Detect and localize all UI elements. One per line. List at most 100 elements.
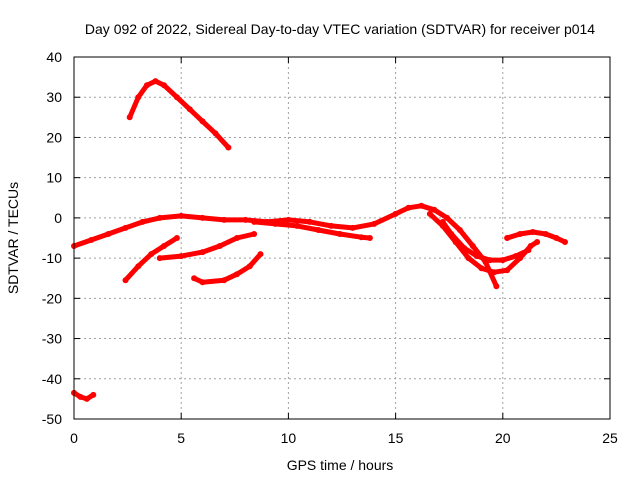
x-axis-label: GPS time / hours [287, 457, 394, 473]
y-axis-label: SDTVAR / TECUs [5, 182, 21, 294]
x-tick-label: 10 [281, 430, 297, 446]
data-point [392, 210, 399, 217]
data-point [105, 231, 112, 237]
data-point [126, 114, 133, 121]
y-tick-label: 20 [46, 129, 62, 145]
data-point [77, 393, 84, 400]
data-point [358, 234, 365, 241]
data-point [469, 243, 476, 249]
data-point [135, 94, 142, 101]
grid-lines [74, 57, 610, 419]
data-point [242, 216, 249, 223]
data-point [439, 218, 446, 225]
data-point [173, 235, 180, 241]
data-point [504, 235, 511, 241]
data-point [156, 214, 163, 221]
axis-ticks: 0 5 10 15 20 25 -50 -40 -30 -20 -10 0 10 20 30 40 [42, 49, 618, 446]
y-tick-label: -10 [42, 250, 62, 266]
data-point [221, 216, 228, 223]
data-point [257, 251, 264, 258]
data-point [493, 283, 500, 290]
data-point [122, 224, 129, 231]
data-point [212, 130, 219, 137]
data-point [562, 239, 568, 245]
data-point [156, 255, 163, 262]
data-point [461, 245, 468, 252]
data-point [225, 144, 232, 151]
data-point [486, 257, 493, 264]
data-point [135, 263, 142, 270]
data-series-layer [71, 78, 568, 402]
y-tick-label: 40 [46, 49, 62, 65]
data-point [444, 214, 451, 221]
data-point [246, 263, 253, 270]
data-point [216, 243, 223, 249]
plot-frame [73, 56, 611, 420]
data-point [251, 231, 258, 237]
data-point [199, 279, 206, 286]
data-point [542, 231, 549, 237]
data-point [371, 220, 378, 227]
series-arc-10 [71, 390, 96, 402]
y-tick-label: -40 [42, 371, 62, 387]
chart-title: Day 092 of 2022, Sidereal Day-to-day VTE… [85, 21, 595, 37]
y-tick-label: 30 [46, 89, 62, 105]
data-point [474, 253, 481, 260]
data-point [405, 204, 412, 211]
data-point [349, 224, 356, 231]
data-point [491, 269, 498, 276]
y-tick-label: -20 [42, 290, 62, 306]
data-point [233, 235, 240, 241]
data-point [161, 243, 167, 249]
data-point [139, 218, 146, 225]
data-point [143, 82, 150, 89]
data-point [431, 206, 438, 213]
data-point [534, 239, 541, 245]
data-point [285, 216, 292, 223]
data-point [517, 231, 523, 237]
data-point [161, 82, 167, 89]
data-point [418, 202, 425, 209]
data-point [328, 222, 335, 229]
data-point [233, 271, 240, 278]
data-point [199, 249, 206, 256]
series-arc-1 [127, 78, 231, 150]
data-point [148, 251, 155, 258]
data-point [186, 106, 193, 113]
data-point [152, 78, 159, 85]
data-point [315, 227, 322, 233]
data-point [122, 277, 129, 284]
data-point [90, 391, 97, 398]
data-point [336, 231, 343, 237]
data-point [529, 229, 536, 235]
data-point [272, 220, 279, 227]
data-point [221, 277, 228, 284]
data-point [366, 235, 373, 241]
data-point [178, 253, 185, 260]
data-point [173, 94, 180, 101]
data-point [499, 257, 506, 264]
data-point [199, 214, 206, 221]
data-point [191, 275, 198, 282]
y-tick-label: -30 [42, 331, 62, 347]
x-tick-label: 5 [177, 430, 185, 446]
data-point [525, 247, 532, 254]
data-point [88, 237, 95, 243]
data-point [504, 267, 511, 274]
data-point [553, 235, 560, 241]
x-tick-label: 20 [495, 430, 511, 446]
data-point [83, 395, 90, 402]
x-tick-label: 25 [602, 430, 618, 446]
data-point [251, 218, 258, 225]
data-point [512, 253, 519, 260]
y-tick-label: 0 [54, 210, 62, 226]
data-point [465, 255, 472, 262]
x-tick-label: 15 [388, 430, 404, 446]
y-tick-label: 10 [46, 170, 62, 186]
data-point [426, 210, 433, 217]
y-tick-label: -50 [42, 411, 62, 427]
data-point [456, 227, 463, 233]
data-point [448, 231, 455, 237]
data-point [199, 118, 206, 125]
